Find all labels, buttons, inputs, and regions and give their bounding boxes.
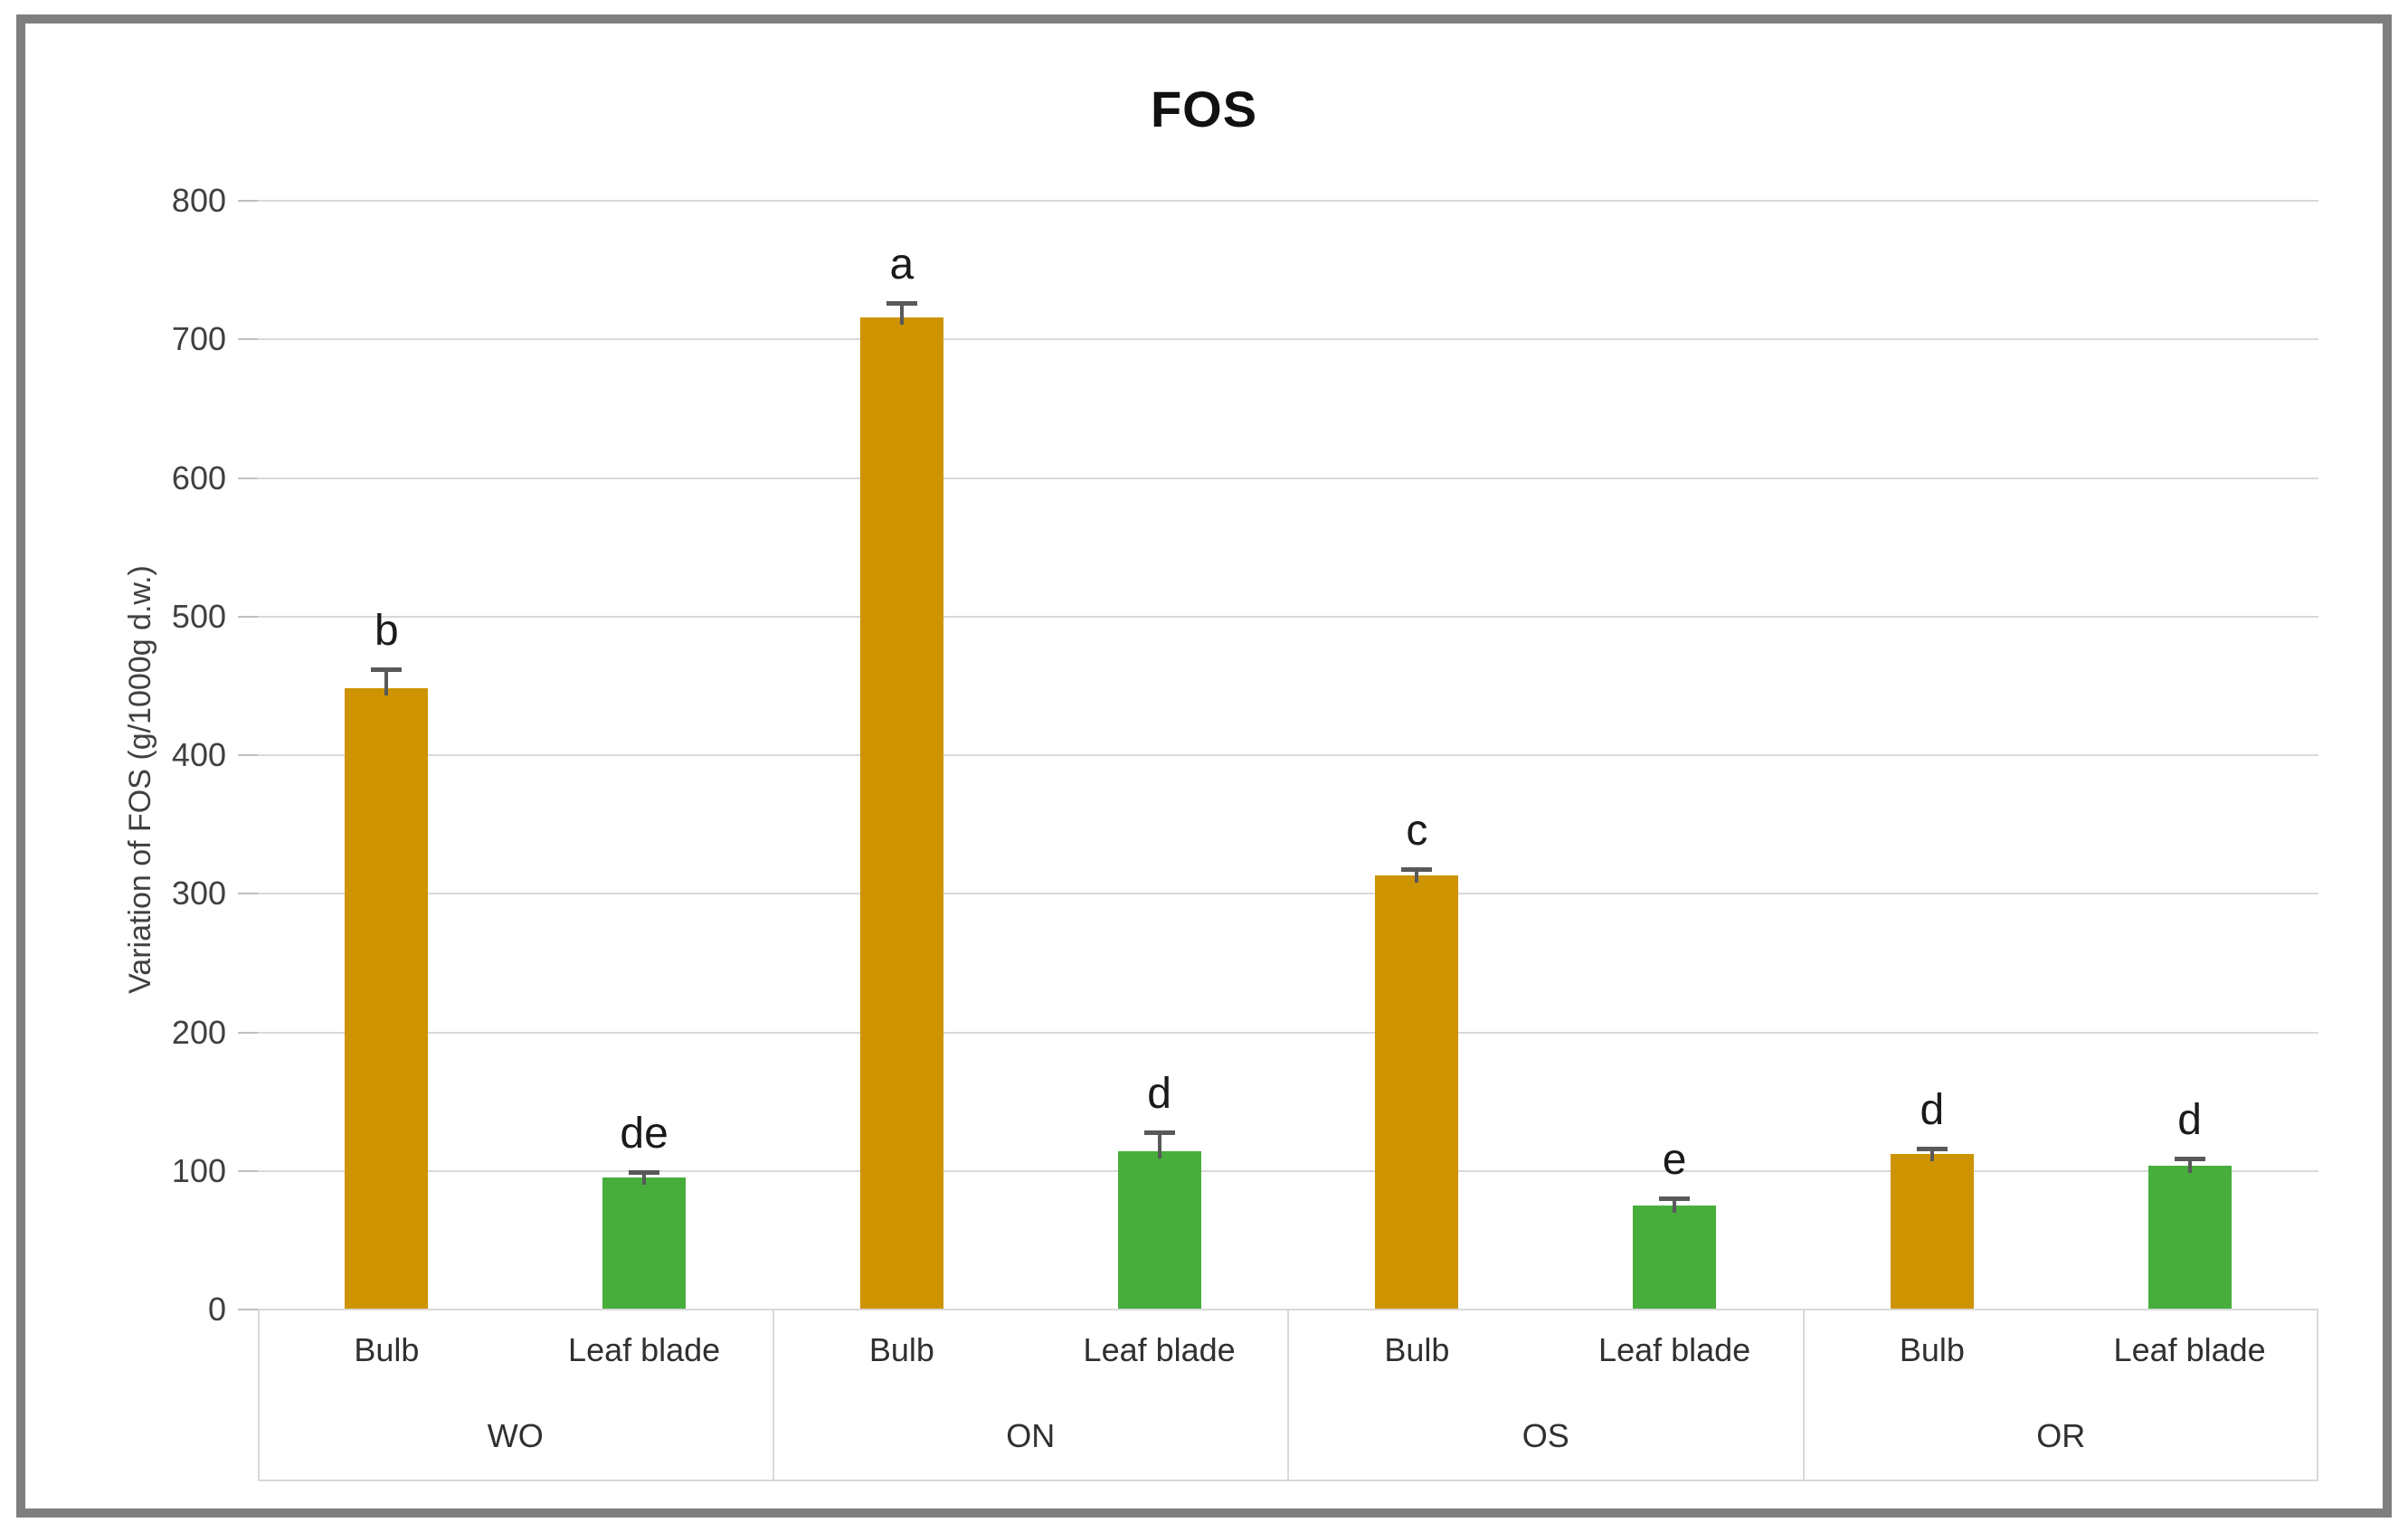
y-axis-tick	[238, 754, 258, 756]
x-group-label-or: OR	[2036, 1417, 2086, 1454]
significance-letter-wo-bulb: b	[374, 606, 399, 655]
x-group-label-on: ON	[1006, 1417, 1056, 1454]
bar-wo-leaf-blade	[602, 1177, 687, 1310]
x-category-label-os-bulb: Bulb	[1384, 1331, 1450, 1368]
error-bar-os-bulb	[1415, 868, 1419, 884]
y-axis-tick	[238, 1169, 258, 1172]
x-category-label-or-bulb: Bulb	[1899, 1331, 1965, 1368]
error-bar-on-leaf-blade	[1157, 1131, 1161, 1159]
y-axis-tick	[238, 200, 258, 202]
gridline-800	[258, 200, 2318, 202]
y-axis-tick	[238, 338, 258, 341]
error-bar-wo-bulb	[384, 668, 389, 696]
gridline-100	[258, 1169, 2318, 1172]
axis-box-right-border	[2317, 1310, 2318, 1481]
error-bar-on-bulb	[899, 303, 904, 325]
gridline-700	[258, 338, 2318, 341]
bar-os-bulb	[1375, 875, 1459, 1310]
y-tick-label: 100	[171, 1151, 226, 1189]
significance-letter-on-leaf-blade: d	[1147, 1069, 1171, 1118]
group-separator	[772, 1310, 774, 1481]
bar-or-bulb	[1890, 1154, 1974, 1310]
y-axis-tick	[238, 615, 258, 618]
y-axis-tick	[238, 477, 258, 479]
y-tick-label: 700	[171, 320, 226, 358]
error-bar-cap-wo-leaf-blade	[629, 1170, 660, 1176]
group-separator	[1287, 1310, 1289, 1481]
error-bar-or-bulb	[1929, 1149, 1934, 1162]
y-tick-label: 300	[171, 875, 226, 913]
gridline-500	[258, 615, 2318, 618]
significance-letter-os-bulb: c	[1406, 806, 1428, 855]
gridline-600	[258, 477, 2318, 479]
chart-title: FOS	[1150, 80, 1258, 137]
chart-outer-frame: FOS Variation of FOS (g/1000g d.w.) 800 7…	[16, 14, 2392, 1518]
y-tick-label: 500	[171, 597, 226, 635]
x-category-label-on-bulb: Bulb	[868, 1331, 934, 1368]
y-tick-label: 0	[207, 1291, 226, 1328]
error-bar-cap-on-bulb	[886, 301, 917, 307]
significance-letter-or-leaf-blade: d	[2177, 1095, 2202, 1144]
x-category-label-or-leaf-blade: Leaf blade	[2113, 1331, 2266, 1368]
x-category-label-os-leaf-blade: Leaf blade	[1598, 1331, 1751, 1368]
gridline-200	[258, 1031, 2318, 1034]
bar-wo-bulb	[345, 688, 429, 1310]
error-bar-cap-or-bulb	[1916, 1147, 1948, 1152]
error-bar-cap-os-bulb	[1401, 866, 1433, 872]
bar-on-leaf-blade	[1117, 1151, 1201, 1310]
y-axis-tick	[238, 1031, 258, 1034]
y-axis-tick	[238, 1309, 258, 1310]
error-bar-wo-leaf-blade	[642, 1172, 647, 1186]
y-tick-label: 200	[171, 1013, 226, 1051]
x-category-label-on-leaf-blade: Leaf blade	[1083, 1331, 1236, 1368]
significance-letter-or-bulb: d	[1920, 1086, 1945, 1135]
error-bar-cap-on-leaf-blade	[1143, 1130, 1175, 1135]
y-axis-title: Variation of FOS (g/1000g d.w.)	[123, 565, 157, 994]
y-tick-label: 400	[171, 736, 226, 773]
axis-box-left-border	[258, 1310, 260, 1481]
x-group-label-os: OS	[1522, 1417, 1569, 1454]
x-category-label-wo-leaf-blade: Leaf blade	[568, 1331, 721, 1368]
error-bar-cap-os-leaf-blade	[1659, 1196, 1691, 1202]
x-category-label-wo-bulb: Bulb	[354, 1331, 420, 1368]
error-bar-os-leaf-blade	[1673, 1198, 1677, 1214]
significance-letter-wo-leaf-blade: de	[620, 1110, 668, 1158]
gridline-300	[258, 893, 2318, 895]
bar-or-leaf-blade	[2147, 1165, 2232, 1310]
y-axis-tick	[238, 893, 258, 895]
error-bar-or-leaf-blade	[2187, 1158, 2192, 1173]
significance-letter-os-leaf-blade: e	[1662, 1136, 1687, 1185]
error-bar-cap-wo-bulb	[371, 667, 403, 672]
bar-os-leaf-blade	[1633, 1206, 1717, 1310]
y-tick-label: 600	[171, 459, 226, 496]
x-group-label-wo: WO	[487, 1417, 544, 1454]
bar-on-bulb	[859, 317, 943, 1310]
error-bar-cap-or-leaf-blade	[2174, 1156, 2205, 1161]
y-tick-label: 800	[171, 182, 226, 219]
gridline-400	[258, 754, 2318, 756]
group-separator	[1802, 1310, 1805, 1481]
significance-letter-on-bulb: a	[889, 241, 915, 289]
